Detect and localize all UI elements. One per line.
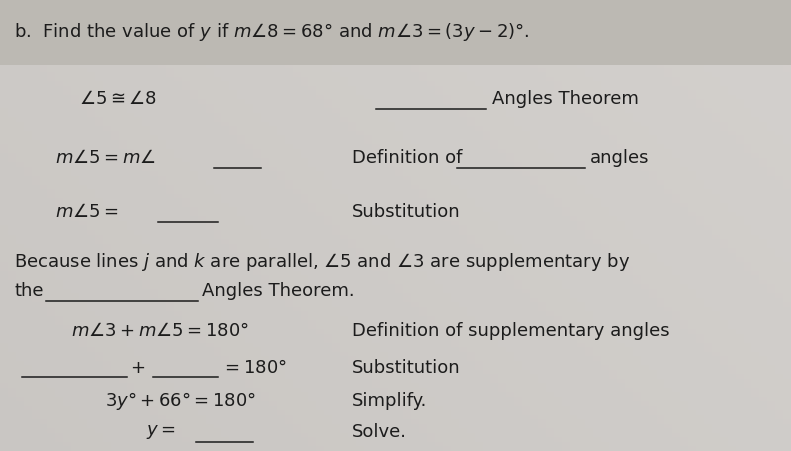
Text: angles: angles [590, 149, 649, 167]
Text: Because lines $j$ and $k$ are parallel, $\angle 5$ and $\angle 3$ are supplement: Because lines $j$ and $k$ are parallel, … [14, 251, 630, 272]
Text: +: + [130, 359, 145, 377]
Text: Angles Theorem: Angles Theorem [492, 90, 639, 108]
Text: Substitution: Substitution [352, 359, 460, 377]
Text: the: the [14, 282, 44, 300]
Text: Simplify.: Simplify. [352, 392, 427, 410]
Text: $m\angle 5 = m\angle$: $m\angle 5 = m\angle$ [55, 149, 157, 167]
Text: $\angle 5 \cong \angle 8$: $\angle 5 \cong \angle 8$ [79, 90, 157, 108]
Text: Solve.: Solve. [352, 423, 407, 441]
Text: Definition of supplementary angles: Definition of supplementary angles [352, 322, 670, 341]
Text: Angles Theorem.: Angles Theorem. [202, 282, 355, 300]
Text: $3y° + 66° = 180°$: $3y° + 66° = 180°$ [105, 391, 256, 412]
Text: $= 180°$: $= 180°$ [221, 359, 287, 377]
FancyBboxPatch shape [0, 0, 791, 65]
Text: b.  Find the value of $y$ if $m\angle 8 = 68°$ and $m\angle 3 = (3y - 2)°$.: b. Find the value of $y$ if $m\angle 8 =… [14, 22, 529, 43]
Text: $m\angle 3 + m\angle 5 = 180°$: $m\angle 3 + m\angle 5 = 180°$ [71, 322, 249, 341]
Text: Definition of: Definition of [352, 149, 463, 167]
Text: Substitution: Substitution [352, 203, 460, 221]
Text: $m\angle 5 =$: $m\angle 5 =$ [55, 203, 119, 221]
Text: $y =$: $y =$ [146, 423, 176, 441]
